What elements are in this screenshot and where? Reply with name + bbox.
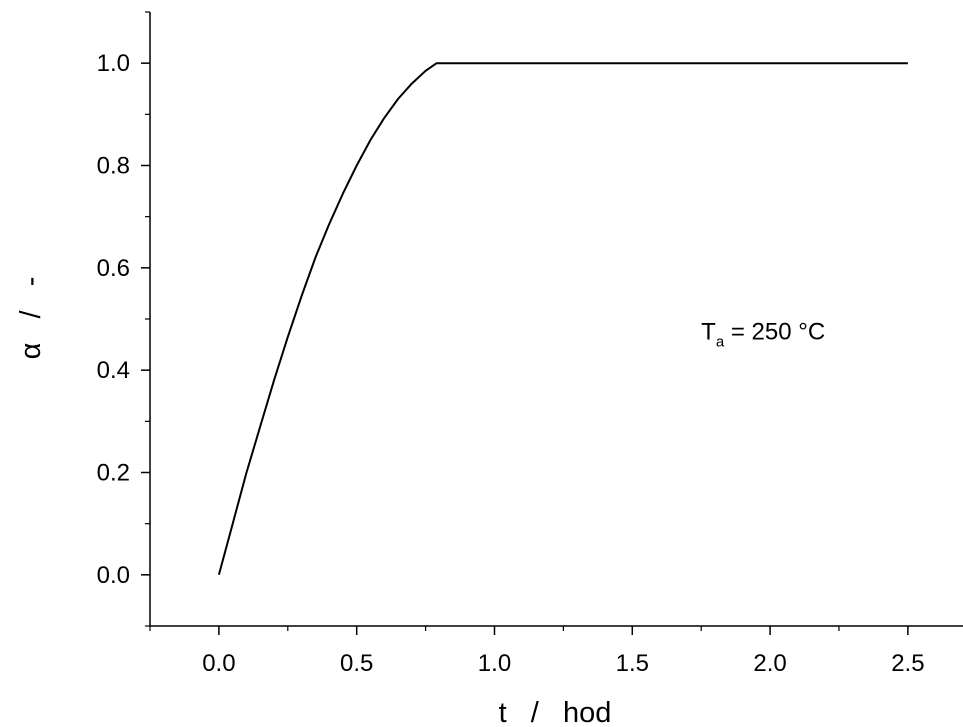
plot-area	[217, 62, 908, 576]
series-line	[217, 62, 908, 576]
y-tick-label: 0.6	[97, 255, 130, 282]
axes	[149, 12, 963, 627]
y-tick-label: 1.0	[97, 50, 130, 77]
y-axis-label: α / -	[15, 277, 47, 360]
x-axis-label: t / hod	[499, 697, 612, 727]
x-tick-label: 2.5	[891, 650, 924, 677]
x-tick-label: 2.0	[753, 650, 786, 677]
annotation-subscript: a	[716, 333, 725, 350]
y-tick-label: 0.0	[97, 562, 130, 589]
ticks: 0.0 0.5 1.0 1.5 2.0 2.5 0.0 0.2 0.4 0.6 0.8 1.0	[97, 11, 925, 677]
annotation-rest: = 250 °C	[724, 318, 825, 345]
x-tick-label: 1.5	[616, 650, 649, 677]
x-tick-label: 0.5	[340, 650, 373, 677]
x-tick-label: 1.0	[478, 650, 511, 677]
x-tick-label: 0.0	[202, 650, 235, 677]
y-tick-label: 0.4	[97, 357, 130, 384]
y-tick-label: 0.2	[97, 460, 130, 487]
y-tick-label: 0.8	[97, 153, 130, 180]
temperature-annotation: Ta = 250 °C	[701, 318, 825, 350]
annotation-main: T	[701, 318, 716, 345]
